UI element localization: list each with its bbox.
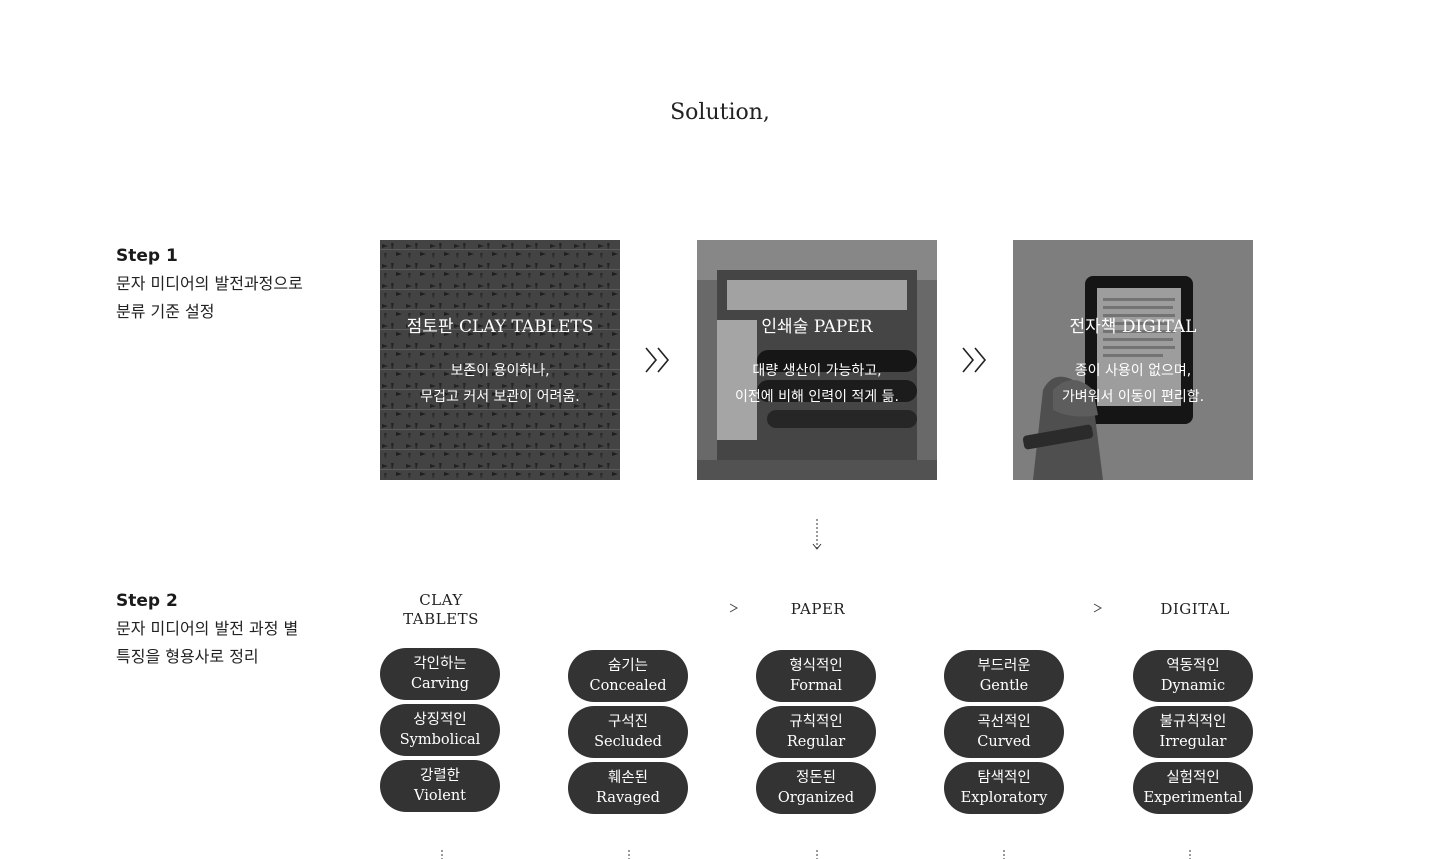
dotted-line-icon xyxy=(816,850,818,859)
adjective-pill: 규칙적인 Regular xyxy=(756,706,876,758)
adjective-pill: 각인하는 Carving xyxy=(380,648,500,700)
step1-description: 문자 미디어의 발전과정으로 분류 기준 설정 xyxy=(116,274,303,321)
step2-label: Step 2 xyxy=(116,591,178,611)
card-title: 인쇄술 PAPER xyxy=(761,317,873,337)
adjective-pill: 부드러운 Gentle xyxy=(944,650,1064,702)
adjective-pill: 훼손된 Ravaged xyxy=(568,762,688,814)
step1-block: Step 1 문자 미디어의 발전과정으로 분류 기준 설정 xyxy=(116,242,303,326)
arrow-right-line-icon xyxy=(536,603,739,613)
adjective-pill: 강렬한 Violent xyxy=(380,760,500,812)
column-head-digital: DIGITAL xyxy=(1160,600,1230,618)
double-chevron-right-icon xyxy=(962,347,987,373)
step2-block: Step 2 문자 미디어의 발전 과정 별 특징을 형용사로 정리 xyxy=(116,587,298,671)
card-paper: 인쇄술 PAPER 대량 생산이 가능하고, 이전에 비해 인력이 적게 듦. xyxy=(697,240,937,480)
column-head-clay-tablets: CLAY TABLETS xyxy=(403,591,479,628)
dotted-line-icon xyxy=(441,850,443,859)
card-description: 보존이 용이하나, 무겁고 커서 보관이 어려움. xyxy=(420,363,580,405)
card-digital: 전자책 DIGITAL 종이 사용이 없으며, 가벼워서 이동이 편리함. xyxy=(1013,240,1253,480)
adjective-pill: 정돈된 Organized xyxy=(756,762,876,814)
card-clay-tablets: 점토판 CLAY TABLETS 보존이 용이하나, 무겁고 커서 보관이 어려… xyxy=(380,240,620,480)
adjective-pill: 형식적인 Formal xyxy=(756,650,876,702)
step2-description: 문자 미디어의 발전 과정 별 특징을 형용사로 정리 xyxy=(116,619,299,666)
clay-tablet-image xyxy=(380,240,620,480)
dotted-line-icon xyxy=(1189,850,1191,859)
card-description: 대량 생산이 가능하고, 이전에 비해 인력이 적게 듦. xyxy=(735,363,899,405)
adjective-pill: 탐색적인 Exploratory xyxy=(944,762,1064,814)
dotted-arrow-down-icon xyxy=(812,519,822,550)
arrow-right-line-icon xyxy=(900,603,1103,613)
page-title: Solution, xyxy=(670,100,770,125)
ereader-image xyxy=(1013,240,1253,480)
adjective-pill: 구석진 Secluded xyxy=(568,706,688,758)
adjective-pill: 숨기는 Concealed xyxy=(568,650,688,702)
printing-press-image xyxy=(697,240,937,480)
card-title: 점토판 CLAY TABLETS xyxy=(406,317,594,337)
adjective-pill: 곡선적인 Curved xyxy=(944,706,1064,758)
double-chevron-right-icon xyxy=(645,347,670,373)
adjective-pill: 실험적인 Experimental xyxy=(1133,762,1253,814)
column-head-paper: PAPER xyxy=(790,600,846,618)
dotted-line-icon xyxy=(628,850,630,859)
step1-label: Step 1 xyxy=(116,246,178,266)
adjective-pill: 상징적인 Symbolical xyxy=(380,704,500,756)
adjective-pill: 불규칙적인 Irregular xyxy=(1133,706,1253,758)
adjective-pill: 역동적인 Dynamic xyxy=(1133,650,1253,702)
dotted-line-icon xyxy=(1003,850,1005,859)
card-title: 전자책 DIGITAL xyxy=(1069,317,1197,337)
card-description: 종이 사용이 없으며, 가벼워서 이동이 편리함. xyxy=(1061,363,1205,405)
